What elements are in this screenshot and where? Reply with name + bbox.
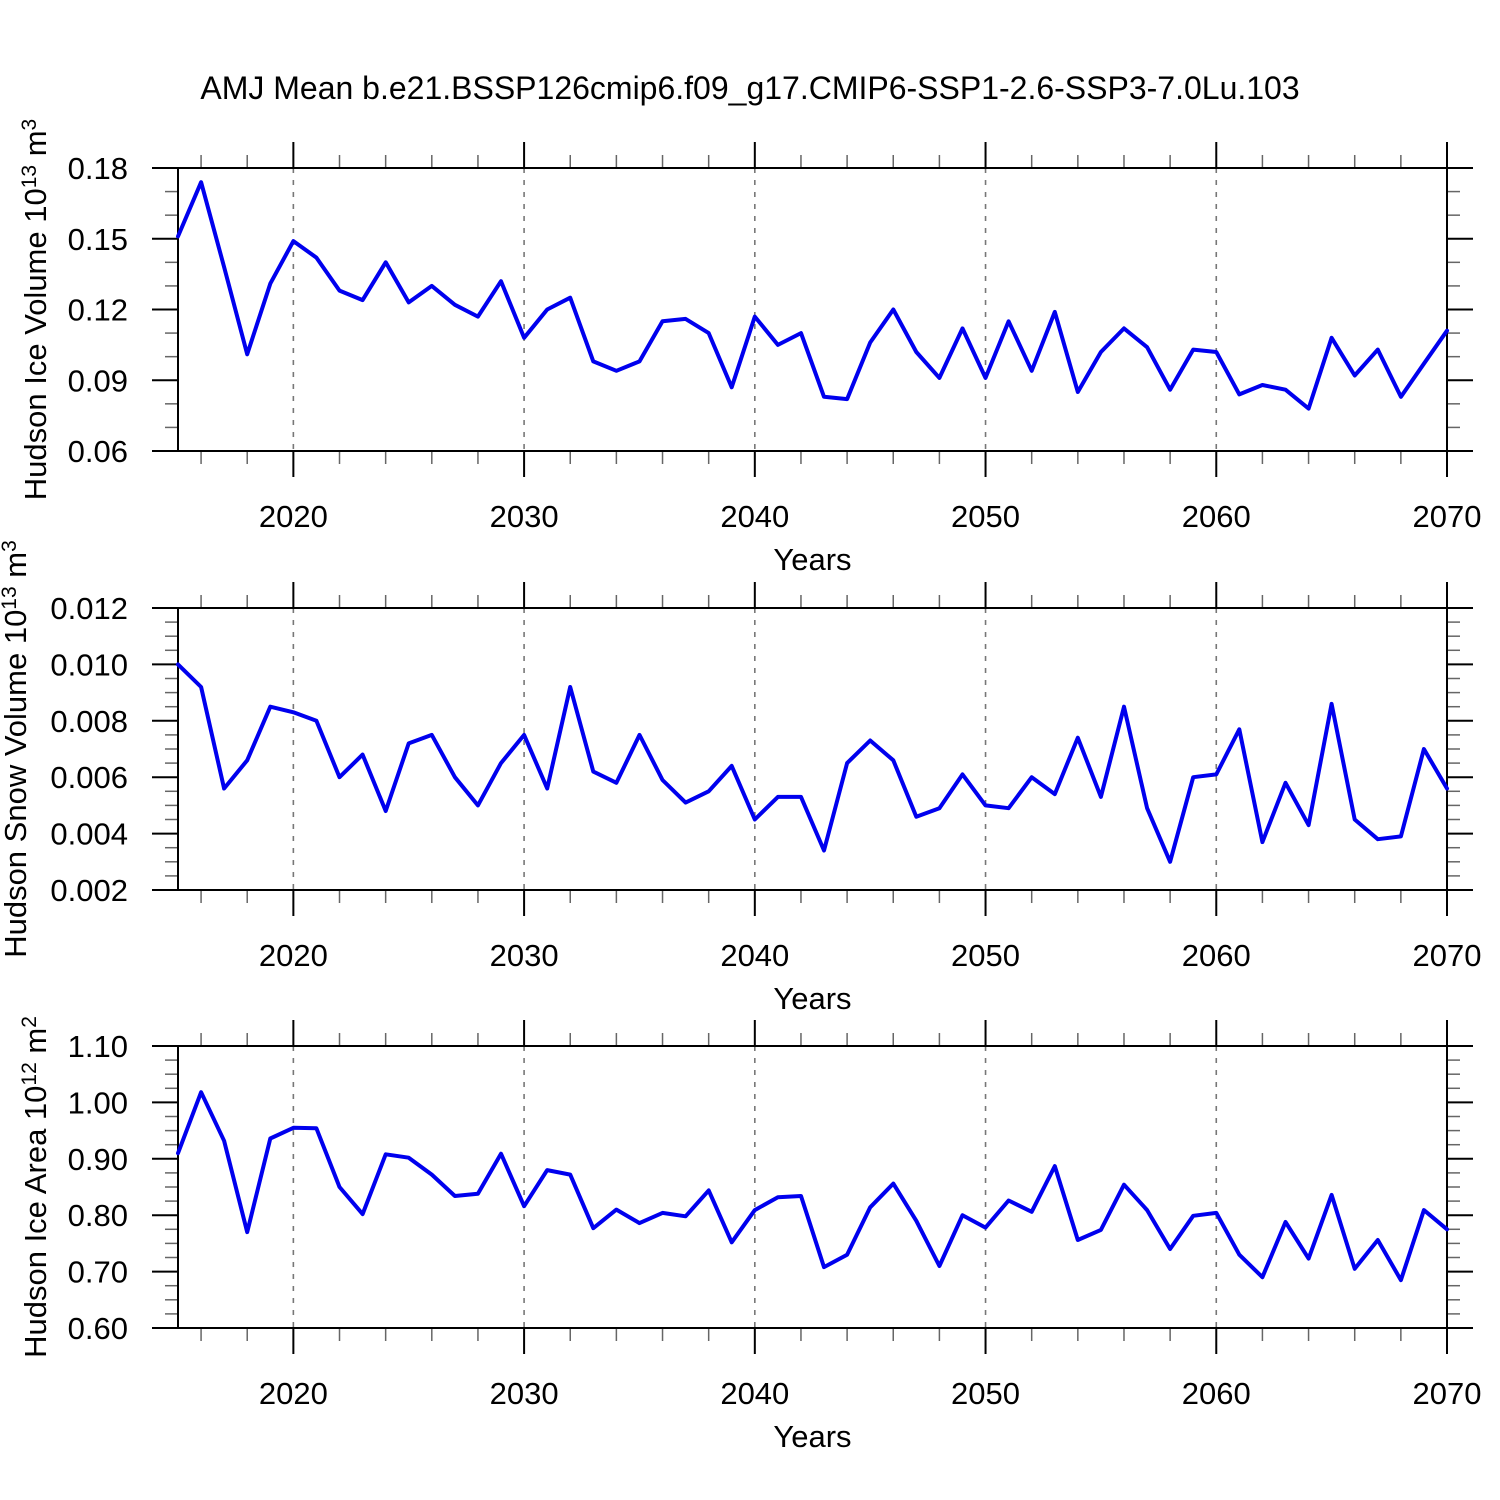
chart-frame (177, 607, 1448, 891)
x-tick-label: 2040 (720, 938, 789, 973)
x-tick-label: 2030 (490, 499, 559, 534)
y-tick-label: 0.80 (68, 1198, 128, 1233)
y-axis-title: Hudson Ice Area 1012 m2 (18, 1016, 53, 1358)
x-tick-label: 2050 (951, 938, 1020, 973)
x-tick-label: 2020 (259, 1376, 328, 1411)
plot-title: AMJ Mean b.e21.BSSP126cmip6.f09_g17.CMIP… (200, 70, 1300, 106)
y-tick-label: 0.012 (50, 591, 128, 626)
y-tick-label: 0.004 (50, 817, 128, 852)
y-tick-label: 0.06 (68, 434, 128, 469)
y-tick-label: 0.006 (50, 760, 128, 795)
x-tick-label: 2050 (951, 1376, 1020, 1411)
y-tick-label: 0.15 (68, 222, 128, 257)
x-tick-label: 2060 (1182, 938, 1251, 973)
y-tick-label: 0.010 (50, 647, 128, 682)
y-axis-title: Hudson Snow Volume 1013 m3 (0, 540, 33, 958)
x-tick-label: 2070 (1413, 1376, 1482, 1411)
x-tick-label: 2030 (490, 1376, 559, 1411)
x-tick-label: 2070 (1413, 938, 1482, 973)
x-axis-title: Years (773, 981, 851, 1016)
y-tick-label: 0.12 (68, 293, 128, 328)
y-tick-label: 0.60 (68, 1311, 128, 1346)
x-tick-label: 2050 (951, 499, 1020, 534)
x-tick-label: 2040 (720, 499, 789, 534)
y-tick-label: 0.70 (68, 1255, 128, 1290)
chart-frame (177, 1045, 1448, 1329)
y-tick-label: 1.00 (68, 1085, 128, 1120)
y-tick-label: 0.90 (68, 1142, 128, 1177)
data-series-line (176, 180, 1449, 411)
y-tick-label: 0.18 (68, 151, 128, 186)
y-tick-label: 0.008 (50, 704, 128, 739)
y-axis-title: Hudson Ice Volume 1013 m3 (18, 119, 53, 500)
x-tick-label: 2060 (1182, 1376, 1251, 1411)
x-axis-title: Years (773, 1419, 851, 1454)
x-tick-label: 2070 (1413, 499, 1482, 534)
x-tick-label: 2020 (259, 938, 328, 973)
x-tick-label: 2030 (490, 938, 559, 973)
chart-frame (177, 167, 1448, 452)
y-tick-label: 0.09 (68, 363, 128, 398)
x-tick-label: 2040 (720, 1376, 789, 1411)
x-tick-label: 2020 (259, 499, 328, 534)
y-tick-label: 0.002 (50, 873, 128, 908)
x-axis-title: Years (773, 542, 851, 577)
y-tick-label: 1.10 (68, 1029, 128, 1064)
x-tick-label: 2060 (1182, 499, 1251, 534)
data-series-line (176, 1090, 1449, 1283)
data-series-line (176, 662, 1449, 864)
